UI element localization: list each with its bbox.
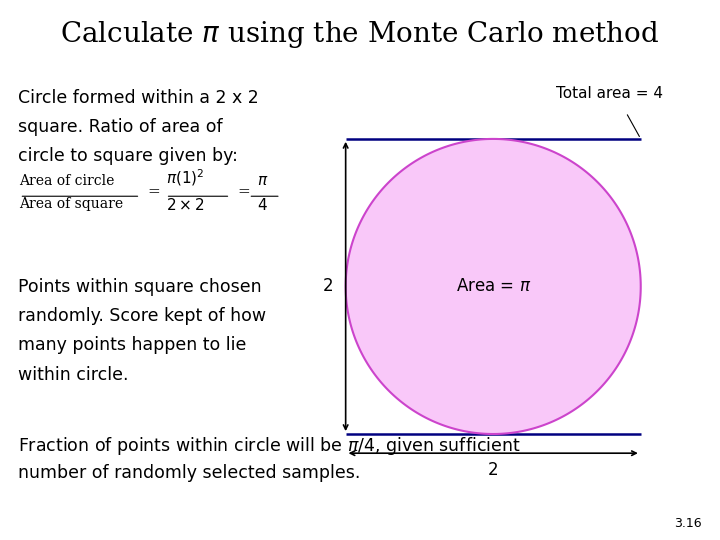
Text: 2: 2 [323,278,334,295]
Text: many points happen to lie: many points happen to lie [18,336,246,354]
Text: =: = [238,185,251,199]
Text: $4$: $4$ [258,197,268,213]
Text: 2: 2 [488,461,498,478]
Text: $2 \times 2$: $2 \times 2$ [166,197,204,213]
Text: randomly. Score kept of how: randomly. Score kept of how [18,307,266,325]
Text: number of randomly selected samples.: number of randomly selected samples. [18,464,361,482]
Text: Area = $\pi$: Area = $\pi$ [456,278,531,295]
Text: Total area = 4: Total area = 4 [556,85,663,100]
Text: within circle.: within circle. [18,366,128,383]
Text: circle to square given by:: circle to square given by: [18,147,238,165]
Text: Circle formed within a 2 x 2: Circle formed within a 2 x 2 [18,89,258,107]
Text: 3.16: 3.16 [675,517,702,530]
Text: Area of circle: Area of circle [19,173,114,187]
Text: Area of square: Area of square [19,197,124,211]
Text: Points within square chosen: Points within square chosen [18,278,261,296]
Text: Calculate $\pi$ using the Monte Carlo method: Calculate $\pi$ using the Monte Carlo me… [60,19,660,50]
Text: =: = [148,185,161,199]
Text: $\pi$: $\pi$ [257,173,269,187]
Text: square. Ratio of area of: square. Ratio of area of [18,118,222,136]
Text: Fraction of points within circle will be $\pi/4$, given sufficient: Fraction of points within circle will be… [18,435,521,457]
Polygon shape [346,139,641,434]
Text: $\pi(1)^2$: $\pi(1)^2$ [166,167,204,187]
